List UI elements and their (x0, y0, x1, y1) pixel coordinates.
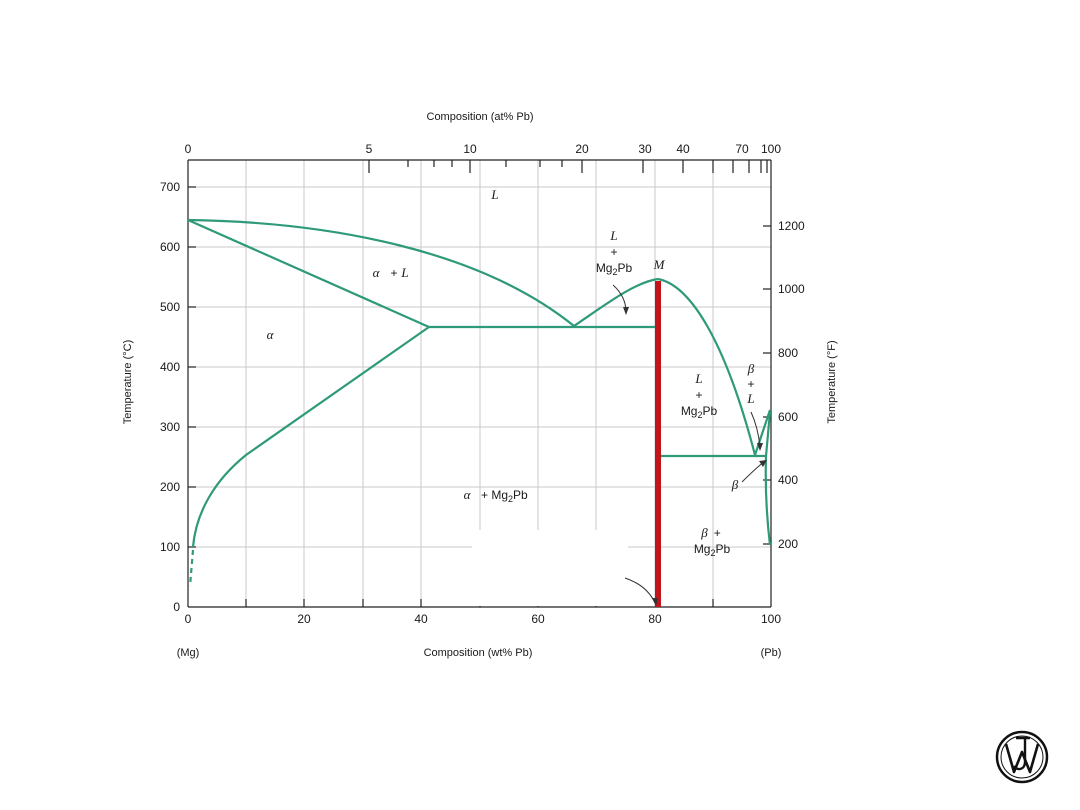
top-axis-title: Composition (at% Pb) (427, 111, 534, 123)
top-tick-label: 5 (366, 142, 373, 156)
solidus-alpha (187, 218, 430, 329)
phase-label-alpha: α (267, 327, 275, 342)
svg-text:Mg2Pb: Mg2Pb (681, 404, 718, 420)
top-tick-label: 40 (676, 142, 690, 156)
right-tick-label: 1200 (778, 219, 805, 233)
right-tick-label: 600 (778, 410, 798, 424)
svg-text:L: L (746, 391, 754, 406)
right-tick-label: 400 (778, 473, 798, 487)
pb-endpoint-label: (Pb) (761, 647, 782, 659)
left-axis-title: Temperature (°C) (122, 340, 134, 424)
top-tick-label: 30 (638, 142, 652, 156)
svg-text:α: α (464, 487, 472, 502)
left-tick-label: 0 (173, 600, 180, 614)
svg-text:+: + (747, 377, 754, 391)
svg-text:+: + (390, 266, 397, 280)
arrows (612, 284, 767, 606)
top-tick-labels: 0 5 10 20 30 40 70 100 (185, 142, 782, 156)
svg-text:L: L (609, 228, 617, 243)
svg-text:+ Mg2Pb: + Mg2Pb (481, 488, 528, 504)
top-tick-label: 0 (185, 142, 192, 156)
left-tick-label: 700 (160, 180, 180, 194)
phase-label-alpha-plus-mg2pb: α + Mg2Pb (464, 487, 528, 504)
compound-line-mg2pb (655, 281, 661, 607)
arrow-to-beta (741, 461, 765, 483)
bottom-tick-label: 80 (648, 612, 662, 626)
left-tick-label: 400 (160, 360, 180, 374)
bottom-tick-labels: 0 20 40 60 80 100 (185, 612, 782, 626)
solidus-beta (764, 411, 772, 457)
left-tick-label: 500 (160, 300, 180, 314)
phase-label-liquid-plus-mg2pb-right: L + Mg2Pb (681, 371, 718, 420)
top-tick-label: 10 (463, 142, 477, 156)
phase-label-liquid-plus-mg2pb-left: L + Mg2Pb (596, 228, 633, 277)
top-tick-label: 70 (735, 142, 749, 156)
bottom-axis-title: Composition (wt% Pb) (424, 647, 533, 659)
svg-text:Mg2Pb: Mg2Pb (596, 261, 633, 277)
bottom-tick-label: 0 (185, 612, 192, 626)
left-tick-label: 300 (160, 420, 180, 434)
svg-text:Mg2Pb: Mg2Pb (694, 542, 731, 558)
liquidus-mg2pb-right (657, 277, 757, 456)
bottom-tick-label: 40 (414, 612, 428, 626)
liquidus-left (187, 218, 575, 327)
phase-label-beta: β (731, 477, 739, 492)
left-axis-ticks (188, 186, 196, 548)
label-mask (473, 531, 625, 606)
solvus-alpha-dashed (188, 549, 195, 587)
svg-text:+: + (610, 245, 617, 259)
phase-label-beta-plus-mg2pb: β + Mg2Pb (694, 525, 731, 558)
liquidus-beta (753, 409, 772, 456)
congruent-point-label: M (653, 257, 666, 272)
solvus-beta (764, 455, 772, 546)
left-tick-label: 100 (160, 540, 180, 554)
bottom-tick-label: 100 (761, 612, 781, 626)
right-tick-label: 200 (778, 537, 798, 551)
svg-text:+: + (695, 388, 702, 402)
phase-label-alpha-plus-liquid: α + L (373, 265, 409, 280)
left-tick-label: 600 (160, 240, 180, 254)
svg-text:α: α (373, 265, 381, 280)
left-tick-label: 200 (160, 480, 180, 494)
phase-label-liquid: L (490, 187, 498, 202)
bottom-tick-label: 20 (297, 612, 311, 626)
right-tick-labels: 200 400 600 800 1000 1200 (778, 219, 805, 551)
top-axis-ticks (368, 160, 768, 173)
mg-endpoint-label: (Mg) (177, 647, 200, 659)
svg-text:β: β (747, 361, 755, 376)
phase-label-beta-plus-liquid: β + L (746, 361, 754, 406)
svg-text:L: L (400, 265, 408, 280)
liquidus-mg2pb-left (573, 277, 659, 327)
phase-boundaries (187, 218, 772, 587)
top-tick-label: 100 (761, 142, 781, 156)
left-tick-labels: 0 100 200 300 400 500 600 700 (160, 180, 180, 614)
bottom-tick-label: 60 (531, 612, 545, 626)
svg-text:β+: β + (700, 525, 721, 540)
solvus-alpha (191, 326, 430, 548)
grid (188, 160, 771, 607)
right-axis-title: Temperature (°F) (826, 340, 838, 423)
top-tick-label: 20 (575, 142, 589, 156)
right-tick-label: 1000 (778, 282, 805, 296)
arrow-to-compound-base (624, 577, 656, 604)
right-tick-label: 800 (778, 346, 798, 360)
svg-text:L: L (694, 371, 702, 386)
wiley-logo-icon (995, 730, 1049, 784)
